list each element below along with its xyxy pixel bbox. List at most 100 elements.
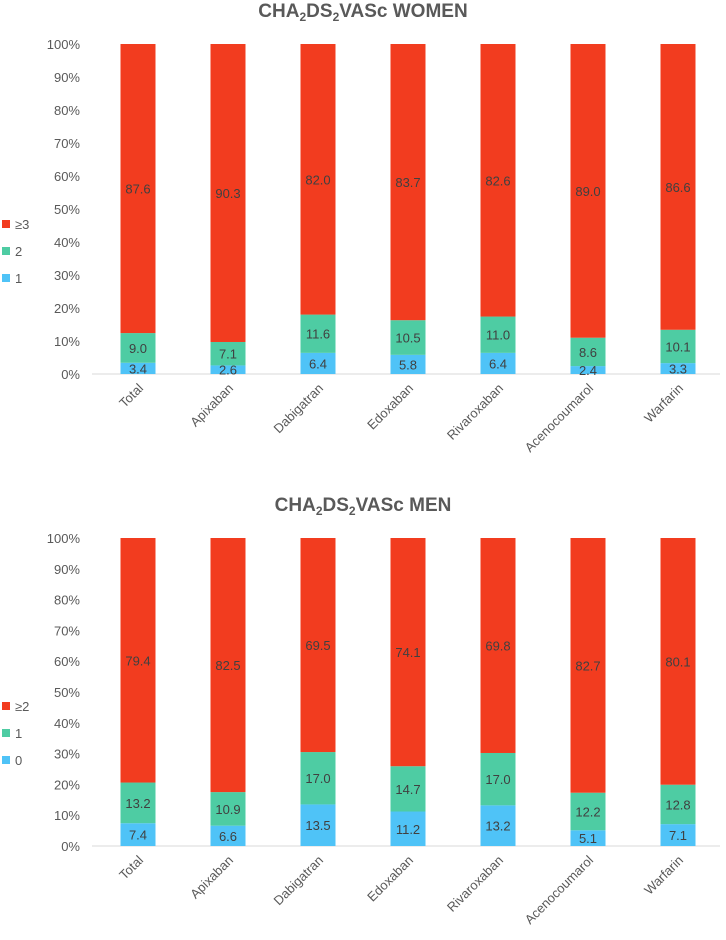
chart-title-part: CHA: [258, 1, 299, 22]
data-label: 86.6: [665, 180, 690, 195]
chart-title-part: 2: [333, 10, 340, 24]
legend-label: ≥2: [15, 699, 29, 714]
y-tick-label: 60%: [54, 654, 80, 669]
y-tick-label: 10%: [54, 334, 80, 349]
x-tick-label: Dabigatran: [271, 853, 327, 909]
data-label: 17.0: [485, 772, 510, 787]
y-tick-label: 0%: [61, 839, 80, 854]
data-label: 89.0: [575, 184, 600, 199]
y-tick-label: 40%: [54, 716, 80, 731]
bar-segment: [570, 830, 606, 846]
data-label: 74.1: [395, 645, 420, 660]
data-label: 87.6: [125, 182, 150, 197]
data-label: 10.5: [395, 331, 420, 346]
bar-segment: [660, 824, 696, 846]
data-label: 10.1: [665, 339, 690, 354]
chart-title-part: DS: [323, 495, 349, 516]
bar-segment: [120, 782, 156, 824]
data-label: 11.2: [396, 822, 420, 837]
y-tick-label: 30%: [54, 747, 80, 762]
data-label: 3.4: [129, 361, 147, 376]
x-tick-label: Warfarin: [641, 853, 686, 898]
chart-title-part: DS: [306, 1, 332, 22]
bar-segment: [210, 538, 246, 793]
legend-label: 1: [15, 271, 22, 286]
bar-segment: [480, 352, 516, 374]
x-tick-label: Warfarin: [641, 381, 686, 426]
x-tick-label: Dabigatran: [271, 381, 327, 437]
bar-segment: [570, 538, 606, 793]
y-tick-label: 100%: [47, 37, 81, 52]
data-label: 83.7: [395, 175, 420, 190]
chart-title-part: 2: [316, 504, 323, 518]
legend-label: 2: [15, 244, 22, 259]
bar-segment: [390, 320, 426, 355]
data-label: 11.0: [486, 328, 510, 343]
data-label: 7.4: [129, 828, 147, 843]
bar-segment: [570, 337, 606, 367]
data-label: 6.6: [219, 829, 237, 844]
data-label: 2.6: [219, 363, 237, 378]
y-tick-label: 90%: [54, 562, 80, 577]
data-label: 6.4: [309, 356, 327, 371]
bar-segment: [570, 44, 606, 338]
bar-segment: [480, 805, 516, 846]
data-label: 17.0: [305, 771, 330, 786]
bar-segment: [480, 44, 516, 317]
y-tick-label: 10%: [54, 808, 80, 823]
data-label: 13.2: [125, 796, 150, 811]
bar-segment: [300, 804, 336, 846]
data-label: 90.3: [215, 186, 240, 201]
legend-swatch: [2, 274, 10, 282]
data-label: 80.1: [665, 654, 690, 669]
data-label: 69.8: [485, 638, 510, 653]
y-tick-label: 20%: [54, 777, 80, 792]
y-tick-label: 60%: [54, 169, 80, 184]
bar-segment: [480, 752, 516, 806]
legend-swatch: [2, 729, 10, 737]
x-tick-label: Rivaroxaban: [444, 853, 506, 915]
chart-title-part: VASc WOMEN: [339, 1, 467, 22]
bar-segment: [210, 825, 246, 846]
data-label: 5.8: [399, 357, 417, 372]
x-tick-label: Apixaban: [187, 381, 236, 430]
chart-women: CHA2DS2VASc WOMEN0%10%20%30%40%50%60%70%…: [2, 1, 720, 455]
bar-segment: [300, 314, 336, 353]
bar-segment: [570, 792, 606, 831]
chart-title-part: VASc MEN: [356, 495, 452, 516]
data-label: 8.6: [579, 345, 597, 360]
bar-segment: [300, 352, 336, 374]
bar-segment: [660, 538, 696, 785]
bar-segment: [210, 341, 246, 366]
y-tick-label: 30%: [54, 268, 80, 283]
legend-swatch: [2, 756, 10, 764]
x-tick-label: Edoxaban: [364, 381, 416, 433]
bar-segment: [660, 784, 696, 825]
data-label: 2.4: [579, 363, 597, 378]
data-label: 82.5: [215, 658, 240, 673]
bar-segment: [120, 538, 156, 783]
legend-label: 1: [15, 726, 22, 741]
legend-label: ≥3: [15, 217, 29, 232]
y-tick-label: 80%: [54, 593, 80, 608]
bar-segment: [300, 538, 336, 753]
bar-segment: [210, 365, 246, 374]
data-label: 12.8: [665, 797, 690, 812]
chart-men: CHA2DS2VASc MEN0%10%20%30%40%50%60%70%80…: [2, 495, 720, 927]
legend-swatch: [2, 247, 10, 255]
bar-segment: [480, 538, 516, 753]
x-tick-label: Apixaban: [187, 853, 236, 902]
bar-segment: [480, 316, 516, 353]
y-tick-label: 20%: [54, 301, 80, 316]
data-label: 82.6: [485, 173, 510, 188]
data-label: 69.5: [305, 638, 330, 653]
y-tick-label: 0%: [61, 367, 80, 382]
bar-segment: [120, 333, 156, 363]
chart-title-part: CHA: [275, 495, 316, 516]
y-tick-label: 90%: [54, 70, 80, 85]
data-label: 10.9: [215, 802, 240, 817]
y-tick-label: 70%: [54, 136, 80, 151]
bar-segment: [300, 752, 336, 805]
y-tick-label: 40%: [54, 235, 80, 250]
